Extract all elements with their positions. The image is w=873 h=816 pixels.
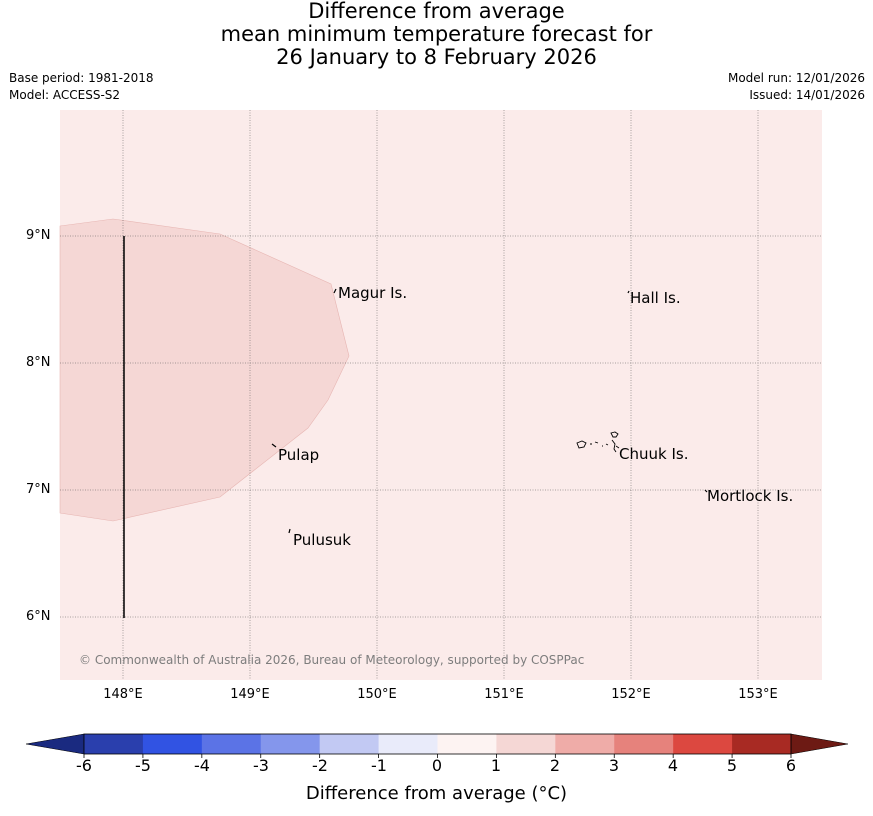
colorbar-segment (614, 734, 674, 754)
colorbar-tick-label: -6 (76, 756, 92, 775)
title-line-3: 26 January to 8 February 2026 (276, 45, 597, 69)
copyright-notice: © Commonwealth of Australia 2026, Bureau… (79, 653, 585, 667)
lon-label-150e: 150°E (357, 687, 397, 702)
lon-label-151e: 151°E (484, 687, 524, 702)
island-outlines (271, 288, 708, 534)
title-line-1: Difference from average (308, 0, 565, 23)
lon-label-148e: 148°E (103, 687, 143, 702)
anomaly-region (59, 218, 350, 522)
colorbar-tick-label: 2 (549, 756, 561, 775)
colorbar-segment (201, 734, 262, 754)
colorbar-tick-label: 0 (431, 756, 443, 775)
model-name: Model: ACCESS-S2 (9, 88, 121, 102)
colorbar-segment (437, 734, 497, 754)
colorbar-label: Difference from average (°C) (305, 783, 568, 804)
colorbar-tick-label: -5 (135, 756, 151, 775)
meta-right: Model run: 12/01/2026 Issued: 14/01/2026 (728, 70, 865, 104)
place-label-magur: Magur Is. (338, 284, 408, 302)
base-period: Base period: 1981-2018 (9, 71, 154, 85)
colorbar-segment (84, 734, 144, 754)
place-label-pulap: Pulap (278, 446, 320, 464)
colorbar-tick-label: 3 (608, 756, 620, 775)
colorbar-segment (319, 734, 380, 754)
colorbar-tick-label: 6 (785, 756, 797, 775)
lat-label-8n: 8°N (26, 355, 51, 370)
colorbar-tick-label: -2 (312, 756, 328, 775)
place-label-pulusuk: Pulusuk (293, 531, 351, 549)
magur-island-mark (333, 288, 337, 294)
lon-label-149e: 149°E (230, 687, 270, 702)
colorbar-segment (260, 734, 321, 754)
colorbar-segment (732, 734, 792, 754)
place-label-hall: Hall Is. (630, 289, 681, 307)
pulap-island-mark (271, 443, 277, 448)
chart-title: Difference from average mean minimum tem… (0, 0, 873, 69)
colorbar-segment (378, 734, 438, 754)
lat-label-6n: 6°N (26, 609, 51, 624)
colorbar-under-arrow (25, 733, 85, 755)
colorbar-segments (84, 734, 792, 754)
gridlines (60, 110, 822, 680)
colorbar-tick-label: -4 (194, 756, 210, 775)
colorbar-tick-label: -3 (253, 756, 269, 775)
colorbar-over-arrow (790, 733, 849, 755)
hall-island-mark (627, 290, 630, 294)
place-label-mortlock: Mortlock Is. (707, 487, 794, 505)
colorbar-segment (496, 734, 556, 754)
colorbar-tick-label: -1 (371, 756, 387, 775)
lon-label-152e: 152°E (611, 687, 651, 702)
colorbar-tick-lines (83, 754, 792, 758)
lat-label-7n: 7°N (26, 482, 51, 497)
colorbar-segment (555, 734, 615, 754)
colorbar (25, 733, 849, 758)
colorbar-tick-label: 4 (667, 756, 679, 775)
colorbar-segment (673, 734, 733, 754)
lon-label-153e: 153°E (738, 687, 778, 702)
place-label-chuuk: Chuuk Is. (619, 445, 689, 463)
issued-date: Issued: 14/01/2026 (749, 88, 865, 102)
colorbar-tick-label: 1 (490, 756, 502, 775)
lat-label-9n: 9°N (26, 228, 51, 243)
title-line-2: mean minimum temperature forecast for (220, 22, 653, 46)
pulusuk-island-mark (288, 528, 291, 534)
mortlock-island-mark (704, 489, 708, 493)
model-run: Model run: 12/01/2026 (727, 71, 865, 85)
meta-left: Base period: 1981-2018 Model: ACCESS-S2 (9, 70, 154, 104)
colorbar-tick-label: 5 (726, 756, 738, 775)
colorbar-segment (142, 734, 203, 754)
chuuk-island-outline (576, 431, 620, 453)
